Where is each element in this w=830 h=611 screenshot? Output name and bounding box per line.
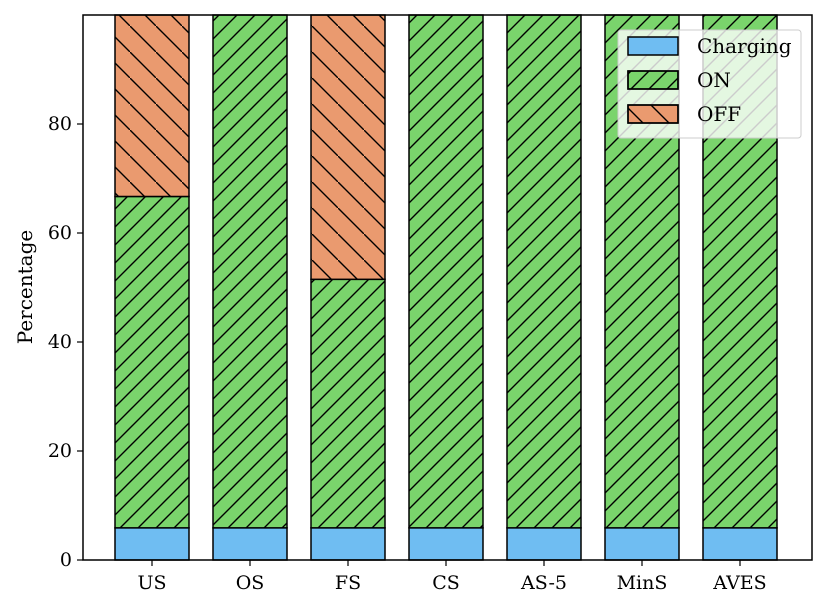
bar-os-on-hatch <box>213 15 287 528</box>
bar-aves-charging <box>703 527 777 560</box>
x-axis: US OS FS CS AS-5 MinS AVES <box>137 560 767 594</box>
bar-cs-charging <box>409 527 483 560</box>
bar-as-5-charging <box>507 527 581 560</box>
bar-mins-charging <box>605 527 679 560</box>
bar-as-5-on-hatch <box>507 15 581 528</box>
bar-cs-on-hatch <box>409 15 483 528</box>
x-tick-label: AVES <box>712 572 766 594</box>
legend-label-on: ON <box>697 68 731 92</box>
y-tick-label: 80 <box>48 113 72 135</box>
x-tick-label: US <box>137 572 166 594</box>
y-tick-label: 40 <box>48 331 72 353</box>
bar-us-charging <box>115 527 189 560</box>
y-tick-label: 0 <box>60 549 72 571</box>
x-tick-label: OS <box>236 572 265 594</box>
bar-us-off-hatch <box>115 15 189 197</box>
legend-label-off: OFF <box>697 102 741 126</box>
x-tick-label: FS <box>335 572 361 594</box>
bar-fs-on-hatch <box>311 279 385 528</box>
plot-frame <box>82 14 813 561</box>
y-tick-label: 60 <box>48 222 72 244</box>
y-tick-label: 20 <box>48 440 72 462</box>
x-tick-label: AS-5 <box>520 572 567 594</box>
x-tick-label: MinS <box>617 572 668 594</box>
bars <box>114 14 778 561</box>
x-tick-label: CS <box>432 572 460 594</box>
y-axis-label: Percentage <box>13 230 37 344</box>
legend-label-charging: Charging <box>697 34 792 58</box>
legend: Charging ON OFF <box>617 29 802 139</box>
legend-swatch-on-hatch <box>627 70 679 90</box>
bar-fs-charging <box>311 527 385 560</box>
bar-us-on-hatch <box>115 196 189 528</box>
legend-swatch-off-hatch <box>627 104 679 124</box>
bar-fs-off-hatch <box>311 15 385 280</box>
bar-os-charging <box>213 527 287 560</box>
legend-swatch-charging <box>627 36 679 56</box>
y-axis: 0 20 40 60 80 <box>48 113 83 571</box>
